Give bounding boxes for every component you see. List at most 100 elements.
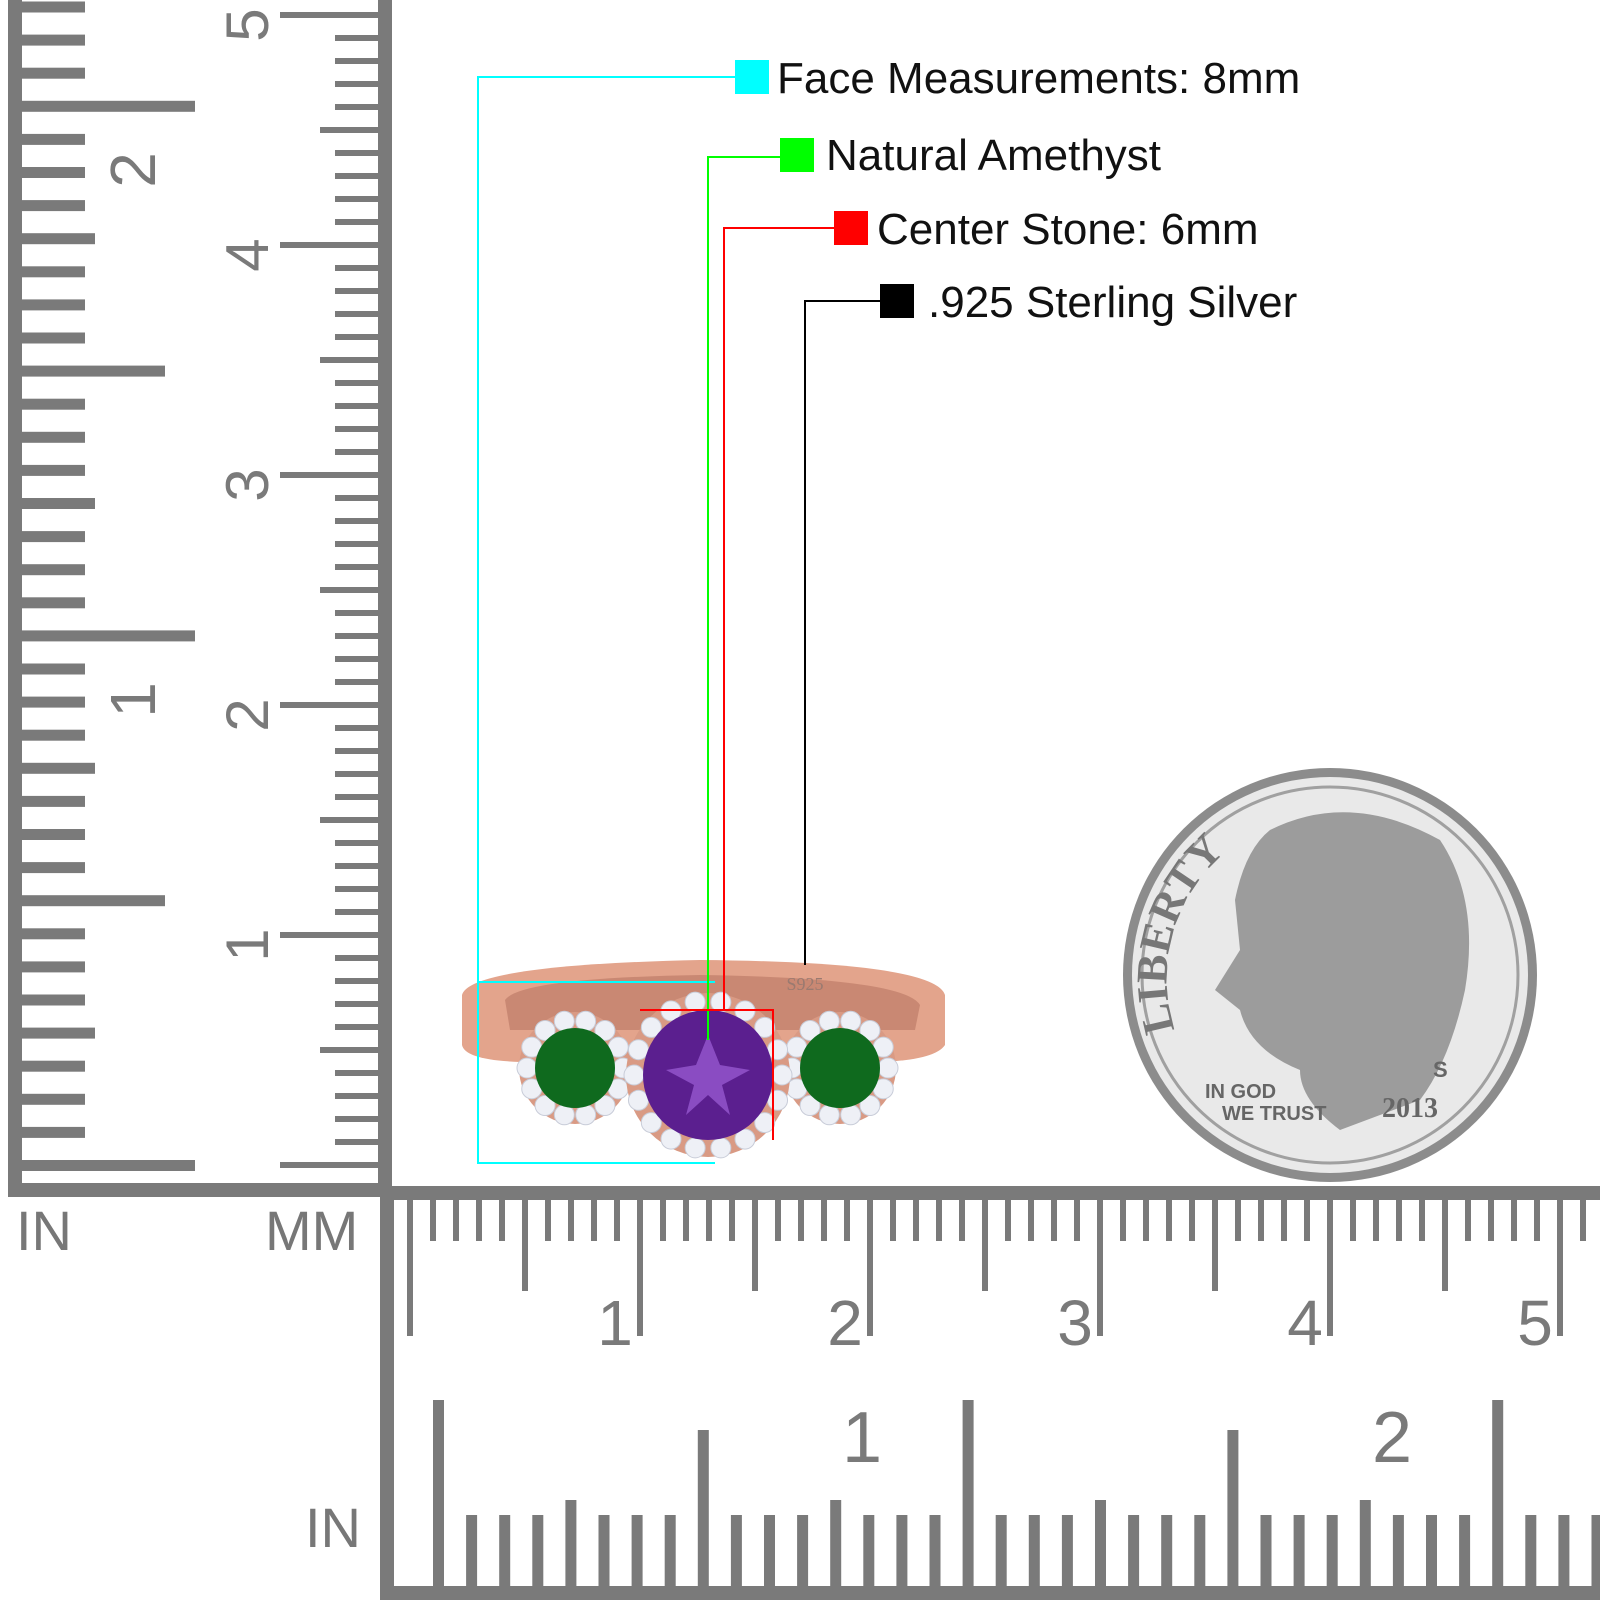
halo-diamond xyxy=(534,1095,556,1117)
left-mm-tick xyxy=(335,1116,380,1122)
left-mm-tick xyxy=(335,81,380,87)
left-inch-tick xyxy=(15,200,85,212)
halo-diamond xyxy=(640,1112,662,1134)
left-inch-tick xyxy=(15,829,85,840)
left-mm-tick xyxy=(335,656,380,662)
bottom-mm-tick xyxy=(821,1196,827,1241)
bottom-mm-tick xyxy=(476,1196,482,1241)
bottom-mm-tick xyxy=(545,1196,551,1241)
halo-diamond xyxy=(623,1064,645,1086)
left-mm-tick xyxy=(335,35,380,41)
left-cm-label: 5 xyxy=(214,8,281,41)
bottom-mm-tick xyxy=(1350,1196,1356,1241)
bottom-inch-tick xyxy=(1095,1500,1106,1590)
legend-swatch-face xyxy=(735,60,769,94)
bottom-inch-tick xyxy=(1028,1515,1040,1590)
left-mm-tick xyxy=(335,955,380,961)
bottom-mm-tick xyxy=(1419,1196,1425,1241)
left-mm-tick xyxy=(280,12,380,18)
halo-diamond xyxy=(767,1089,789,1111)
left-cm-label: 2 xyxy=(214,698,281,731)
left-inch-tick xyxy=(15,1027,95,1039)
left-mm-tick xyxy=(335,633,380,639)
left-mm-tick xyxy=(335,426,380,432)
bottom-cm-label: 2 xyxy=(827,1287,863,1359)
bottom-mm-tick xyxy=(1488,1196,1494,1241)
left-inch-tick xyxy=(15,630,195,642)
bottom-mm-tick xyxy=(683,1196,689,1241)
bottom-inch-tick xyxy=(1459,1515,1471,1590)
bottom-mm-tick xyxy=(1005,1196,1011,1241)
bottom-mm-tick xyxy=(1557,1196,1563,1336)
left-mm-tick xyxy=(335,518,380,524)
bottom-mm-tick xyxy=(1442,1196,1448,1291)
left-mm-tick xyxy=(335,449,380,455)
bottom-inch-tick xyxy=(830,1500,842,1590)
bottom-mm-tick xyxy=(706,1196,712,1241)
center-stone-facet xyxy=(666,1035,750,1115)
bottom-mm-tick xyxy=(568,1196,574,1241)
coin-mint-mark: S xyxy=(1433,1057,1448,1082)
left-mm-tick xyxy=(335,380,380,386)
left-mm-unit-label: MM xyxy=(265,1199,359,1262)
left-mm-tick xyxy=(335,173,380,179)
left-mm-tick xyxy=(335,610,380,616)
left-mm-tick xyxy=(320,817,380,823)
left-mm-tick xyxy=(335,219,380,225)
halo-diamond xyxy=(859,1095,881,1117)
legend-center-stone: Center Stone: 6mm xyxy=(877,205,1259,254)
halo-diamond xyxy=(627,1089,649,1111)
left-mm-tick xyxy=(320,1047,380,1053)
bottom-mm-tick xyxy=(1235,1196,1241,1241)
halo-diamond xyxy=(734,1128,756,1150)
bottom-inch-tick xyxy=(896,1515,908,1590)
left-inch-tick xyxy=(15,564,85,576)
bottom-mm-tick xyxy=(890,1196,896,1241)
left-mm-tick xyxy=(280,1162,380,1168)
bottom-mm-tick xyxy=(1511,1196,1517,1241)
bottom-mm-tick xyxy=(1166,1196,1172,1241)
halo-diamond xyxy=(767,1039,789,1061)
coin-motto-line2: WE TRUST xyxy=(1222,1103,1326,1125)
bottom-mm-tick xyxy=(407,1196,413,1336)
left-mm-tick xyxy=(335,58,380,64)
bottom-inch-tick xyxy=(1260,1515,1272,1590)
bottom-inch-tick xyxy=(1161,1515,1173,1590)
bottom-ruler-top-edge xyxy=(392,1186,1600,1200)
bottom-mm-tick xyxy=(1051,1196,1057,1241)
bottom-mm-tick xyxy=(1028,1196,1034,1241)
left-inch-label: 2 xyxy=(97,152,169,188)
bottom-inch-tick xyxy=(1525,1515,1537,1590)
bottom-mm-tick xyxy=(729,1196,735,1241)
coin-year: 2013 xyxy=(1382,1093,1438,1124)
left-mm-tick xyxy=(280,702,380,708)
bottom-mm-tick xyxy=(1212,1196,1218,1291)
left-inch-label: 1 xyxy=(97,682,169,718)
bottom-ruler-bottom-edge xyxy=(380,1586,1600,1600)
bottom-inch-tick xyxy=(1558,1515,1570,1590)
left-mm-tick xyxy=(335,541,380,547)
left-mm-tick xyxy=(335,863,380,869)
bottom-mm-tick xyxy=(1258,1196,1264,1241)
halo-diamond xyxy=(799,1095,821,1117)
legend-swatch-stone xyxy=(780,138,814,172)
bottom-inch-tick xyxy=(565,1500,577,1590)
left-cm-label: 3 xyxy=(214,468,281,501)
bottom-mm-tick xyxy=(1120,1196,1126,1241)
center-measure-box xyxy=(640,1009,774,1140)
left-inch-tick xyxy=(15,167,85,178)
left-mm-tick xyxy=(335,334,380,340)
left-inch-tick xyxy=(15,1,85,13)
left-mm-tick xyxy=(280,242,380,248)
bottom-inch-tick xyxy=(1194,1515,1206,1590)
bottom-inch-tick xyxy=(631,1515,643,1590)
bottom-inch-tick xyxy=(664,1515,676,1590)
halo-diamond xyxy=(877,1057,899,1079)
halo-diamond xyxy=(859,1019,881,1041)
left-inch-tick xyxy=(15,862,85,874)
left-mm-tick xyxy=(335,403,380,409)
bottom-inch-label: 2 xyxy=(1372,1398,1412,1478)
left-ruler-bottom-edge xyxy=(8,1183,392,1197)
bottom-mm-tick xyxy=(959,1196,965,1241)
